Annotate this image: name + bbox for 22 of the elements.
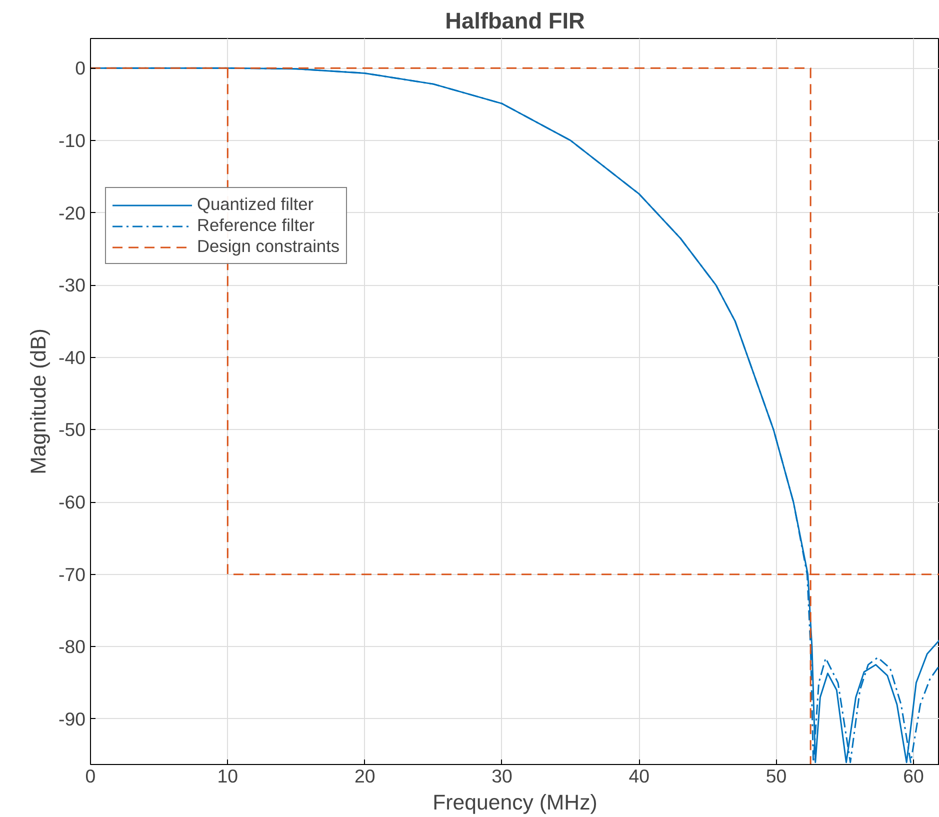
y-tick-label: -40 (58, 346, 86, 368)
x-tick-label: 30 (492, 766, 512, 786)
y-axis-title: Magnitude (dB) (26, 328, 51, 474)
x-tick-label: 50 (766, 766, 787, 786)
y-tick-label: -20 (58, 202, 86, 224)
legend-label: Quantized filter (197, 194, 314, 215)
x-axis-title: Frequency (MHz) (432, 790, 598, 814)
y-tick-label: 0 (75, 58, 86, 79)
legend-label: Reference filter (197, 215, 314, 236)
y-tick-label: -50 (58, 419, 86, 440)
x-tick-label: 10 (217, 766, 238, 786)
y-tick-label: -10 (58, 130, 86, 151)
x-tick-label: 40 (628, 766, 650, 786)
legend-label: Design constraints (197, 236, 340, 257)
y-tick-label: -90 (58, 708, 86, 730)
chart-title: Halfband FIR (445, 8, 585, 34)
x-tick-label: 60 (903, 766, 924, 786)
y-tick-label: -30 (58, 274, 86, 296)
y-tick-label: -80 (58, 636, 86, 658)
y-tick-label: -60 (58, 492, 86, 513)
x-tick-label: 20 (354, 766, 376, 786)
y-tick-label: -70 (58, 564, 86, 585)
